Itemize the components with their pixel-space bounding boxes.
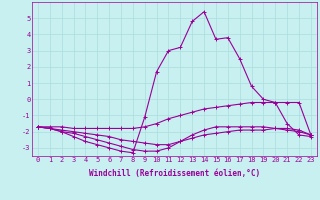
X-axis label: Windchill (Refroidissement éolien,°C): Windchill (Refroidissement éolien,°C) xyxy=(89,169,260,178)
